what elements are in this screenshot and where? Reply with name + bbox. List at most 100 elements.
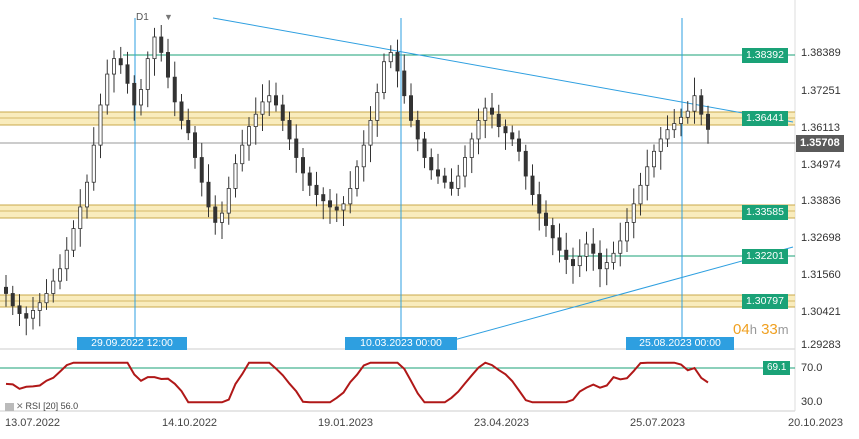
candle-body [361, 144, 366, 168]
candle-body [105, 73, 110, 106]
candle-body [442, 175, 447, 183]
candle-body [287, 120, 292, 140]
candle-body [422, 138, 427, 158]
level-label-4[interactable]: 1.32201 [742, 249, 788, 264]
zone-3[interactable] [0, 294, 795, 308]
candle-body [300, 157, 305, 174]
candle-body [577, 255, 582, 267]
price-axis-label: 1.36113 [801, 122, 840, 134]
candle-body [618, 240, 623, 254]
level-label-1[interactable]: 1.38392 [742, 48, 788, 63]
candle-body [78, 206, 83, 229]
indicator-settings-icon[interactable] [5, 402, 14, 411]
candle-body [449, 181, 454, 189]
candle-body [85, 181, 90, 208]
candle-body [631, 203, 636, 223]
close-icon[interactable]: ✕ [16, 401, 24, 411]
candle-body [17, 305, 22, 314]
candle-body [564, 249, 569, 260]
candle-body [307, 172, 312, 186]
candle-body [483, 107, 488, 121]
trend-line-lower[interactable] [431, 246, 794, 347]
candle-body [51, 280, 56, 294]
candle-body [294, 138, 299, 158]
candle-body [165, 52, 170, 78]
candle-body [375, 92, 380, 121]
candle-body [408, 95, 413, 121]
candle-body [219, 212, 224, 223]
candle-body [537, 194, 542, 214]
candle-body [213, 206, 218, 223]
candle-body [469, 138, 474, 158]
rsi-value: 56.0 [60, 401, 79, 411]
candle-body [523, 150, 528, 177]
candle-body [354, 166, 359, 189]
zone-2[interactable] [0, 204, 795, 219]
candle-body [71, 228, 76, 251]
candle-body [132, 82, 137, 106]
price-axis-label: 1.32698 [801, 232, 841, 244]
rsi-line [5, 361, 709, 404]
zone-1[interactable] [0, 111, 795, 126]
candle-body [699, 95, 704, 115]
date-tag-2: 10.03.2023 00:00 [345, 337, 457, 350]
candle-body [598, 252, 603, 270]
rsi-level-tag[interactable]: 69.1 [763, 361, 791, 375]
candle-body [138, 89, 143, 106]
candle-body [233, 163, 238, 189]
candle-body [64, 249, 69, 270]
x-axis-label: 20.10.2023 [788, 417, 844, 429]
candle-body [489, 107, 494, 115]
price-axis-label: 1.34974 [801, 159, 841, 171]
timeframe-label[interactable]: D1 [136, 12, 149, 23]
candle-body [125, 64, 130, 84]
candle-body [462, 157, 467, 177]
candle-body [550, 225, 555, 239]
candle-body [611, 252, 616, 263]
candle-body [240, 144, 245, 165]
level-label-3[interactable]: 1.33585 [742, 205, 788, 220]
rsi-period: [20] [43, 401, 59, 411]
candle-body [381, 61, 386, 94]
x-axis-label: 25.07.2023 [630, 417, 686, 429]
candle-body [368, 120, 373, 146]
price-axis-label: 1.30421 [801, 306, 841, 318]
candle-body [267, 95, 272, 103]
candle-body [341, 203, 346, 211]
candle-body [44, 293, 49, 304]
rsi-axis-label: 70.0 [801, 362, 823, 374]
candle-body [429, 157, 434, 171]
candle-body [584, 243, 589, 257]
candle-body [652, 150, 657, 168]
candle-body [395, 52, 400, 72]
candle-body [152, 36, 157, 60]
price-axis-label: 1.38389 [801, 47, 841, 59]
candle-body [706, 113, 711, 130]
candles-group [4, 24, 711, 336]
candle-body [253, 113, 258, 128]
candle-body [530, 175, 535, 195]
price-axis-label: 1.31560 [801, 269, 841, 281]
rsi-legend[interactable]: ✕ RSI [20] 56.0 [5, 401, 78, 412]
level-label-5[interactable]: 1.30797 [742, 294, 788, 309]
countdown-hours-unit: h [749, 322, 757, 337]
price-axis-label: 1.33836 [801, 195, 841, 207]
candle-body [327, 200, 332, 208]
candle-body [544, 212, 549, 226]
candle-body [476, 120, 481, 140]
x-axis-label: 14.10.2022 [162, 417, 218, 429]
candle-body [246, 126, 251, 146]
candle-body [685, 110, 690, 118]
dropdown-triangle-icon[interactable]: ▼ [164, 12, 173, 22]
candle-body [24, 313, 29, 319]
x-axis-label: 13.07.2022 [5, 417, 61, 429]
level-label-2[interactable]: 1.36441 [742, 111, 788, 126]
candle-body [591, 243, 596, 254]
x-axis-label: 23.04.2023 [474, 417, 530, 429]
candle-body [58, 268, 63, 282]
candle-body [348, 188, 353, 205]
candle-body [112, 58, 117, 75]
candle-body [260, 101, 265, 115]
price-axis-label: 1.29283 [801, 339, 841, 351]
